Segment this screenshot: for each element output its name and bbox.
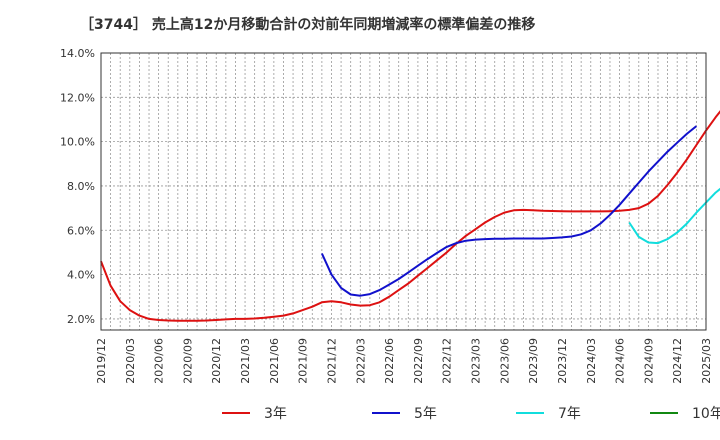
x-tick-label: 2020/03 (124, 338, 137, 384)
x-tick-label: 2023/12 (556, 338, 569, 384)
plot-frame (100, 52, 707, 331)
series-line-3年 (100, 110, 720, 322)
x-tick-label: 2024/12 (671, 338, 684, 384)
x-tick-label: 2023/03 (470, 338, 483, 384)
x-tick-label: 2021/12 (325, 338, 338, 384)
series-lines (100, 110, 720, 322)
legend: 3年 5年 7年 10年 (222, 406, 720, 422)
x-tick-label: 2024/09 (642, 338, 655, 384)
x-tick-label: 2020/09 (181, 338, 194, 384)
chart-title: ［3744］ 売上高12か月移動合計の対前年同期増減率の標準偏差の推移 (80, 16, 535, 33)
x-tick-label: 2022/06 (383, 338, 396, 384)
legend-label-10年: 10年 (692, 406, 720, 422)
y-tick-label: 4.0% (67, 269, 95, 282)
x-tick-label: 2021/03 (239, 338, 252, 384)
y-tick-label: 12.0% (60, 91, 95, 104)
x-tick-label: 2022/09 (412, 338, 425, 384)
y-tick-label: 8.0% (67, 180, 95, 193)
legend-label-7年: 7年 (558, 406, 581, 422)
x-tick-label: 2024/06 (614, 338, 627, 384)
y-tick-label: 14.0% (60, 47, 95, 60)
x-tick-label: 2020/06 (153, 338, 166, 384)
x-tick-label: 2024/03 (585, 338, 598, 384)
x-tick-label: 2021/09 (297, 338, 310, 384)
series-line-5年 (320, 125, 698, 297)
y-tick-label: 2.0% (67, 313, 95, 326)
y-axis: 2.0% 4.0% 6.0% 8.0% 10.0% 12.0% 14.0% (60, 47, 95, 326)
y-tick-label: 6.0% (67, 224, 95, 237)
x-tick-label: 2022/12 (441, 338, 454, 384)
x-tick-label: 2022/03 (354, 338, 367, 384)
legend-label-3年: 3年 (264, 406, 287, 422)
grid (100, 52, 707, 330)
x-tick-label: 2021/06 (268, 338, 281, 384)
legend-label-5年: 5年 (414, 406, 437, 422)
y-tick-label: 10.0% (60, 136, 95, 149)
x-tick-label: 2019/12 (95, 338, 108, 384)
x-tick-label: 2020/12 (210, 338, 223, 384)
x-tick-label: 2025/03 (700, 338, 713, 384)
x-axis: 2019/12 2020/03 2020/06 2020/09 2020/12 2021/… (95, 338, 713, 384)
x-tick-label: 2023/09 (527, 338, 540, 384)
x-tick-label: 2023/06 (498, 338, 511, 384)
series-line-7年 (628, 187, 720, 245)
